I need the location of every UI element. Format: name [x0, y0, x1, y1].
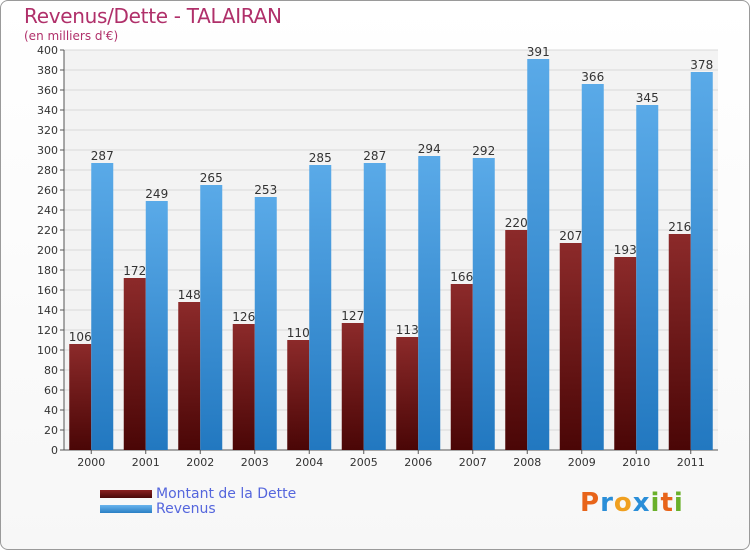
bar-revenus: [254, 197, 277, 450]
bar-dette: [341, 323, 364, 450]
x-tick-label: 2004: [295, 456, 323, 469]
x-tick-label: 2009: [568, 456, 596, 469]
x-tick-label: 2005: [350, 456, 378, 469]
data-label-dette: 207: [559, 229, 582, 243]
chart-title: Revenus/Dette - TALAIRAN: [24, 4, 282, 28]
y-tick-label: 320: [37, 124, 58, 137]
logo-letter: P: [580, 488, 601, 518]
y-tick-label: 360: [37, 84, 58, 97]
bar-revenus: [690, 72, 713, 450]
bar-dette: [668, 234, 691, 450]
data-label-revenus: 378: [690, 58, 713, 72]
y-tick-label: 60: [44, 384, 58, 397]
y-tick-label: 180: [37, 264, 58, 277]
data-label-dette: 220: [505, 216, 528, 230]
y-tick-label: 340: [37, 104, 58, 117]
y-tick-label: 380: [37, 64, 58, 77]
logo-letter: i: [673, 488, 684, 518]
data-label-dette: 148: [178, 288, 201, 302]
data-label-revenus: 366: [581, 70, 604, 84]
data-label-revenus: 287: [363, 149, 386, 163]
y-tick-label: 100: [37, 344, 58, 357]
x-tick-label: 2001: [132, 456, 160, 469]
data-label-dette: 106: [69, 330, 92, 344]
y-tick-label: 280: [37, 164, 58, 177]
bar-dette: [287, 340, 310, 450]
bar-revenus: [200, 185, 223, 450]
y-tick-label: 20: [44, 424, 58, 437]
y-tick-label: 220: [37, 224, 58, 237]
bar-revenus: [636, 105, 659, 450]
bar-revenus: [418, 156, 441, 450]
logo-letter: t: [660, 488, 674, 518]
data-label-revenus: 345: [636, 91, 659, 105]
bar-revenus: [363, 163, 386, 450]
logo-letter: r: [600, 488, 614, 518]
bar-dette: [123, 278, 146, 450]
data-label-revenus: 391: [527, 45, 550, 59]
data-label-dette: 172: [123, 264, 146, 278]
bar-revenus: [527, 59, 550, 450]
data-label-dette: 166: [450, 270, 473, 284]
x-tick-label: 2000: [77, 456, 105, 469]
bar-dette: [450, 284, 473, 450]
bar-revenus: [309, 165, 332, 450]
bar-revenus: [472, 158, 495, 450]
legend-item-dette: Montant de la Dette: [100, 485, 297, 502]
chart-subtitle: (en milliers d'€): [24, 29, 119, 43]
x-tick-label: 2002: [186, 456, 214, 469]
y-tick-label: 140: [37, 304, 58, 317]
data-label-revenus: 265: [200, 171, 223, 185]
y-tick-label: 80: [44, 364, 58, 377]
y-tick-label: 160: [37, 284, 58, 297]
y-tick-label: 200: [37, 244, 58, 257]
x-tick-label: 2003: [241, 456, 269, 469]
bar-dette: [232, 324, 255, 450]
data-label-revenus: 285: [309, 151, 332, 165]
data-label-dette: 110: [287, 326, 310, 340]
bar-revenus: [91, 163, 114, 450]
bar-dette: [178, 302, 201, 450]
data-label-dette: 127: [341, 309, 364, 323]
x-tick-label: 2010: [622, 456, 650, 469]
y-tick-label: 0: [51, 444, 58, 457]
x-tick-label: 2007: [459, 456, 487, 469]
logo-letter: x: [632, 488, 651, 518]
data-label-revenus: 249: [145, 187, 168, 201]
data-label-revenus: 294: [418, 142, 441, 156]
data-label-revenus: 253: [254, 183, 277, 197]
data-label-dette: 193: [614, 243, 637, 257]
proxiti-logo: Proxiti: [580, 488, 684, 518]
logo-letter: i: [650, 488, 661, 518]
legend-swatch-revenus: [100, 504, 152, 513]
bar-dette: [69, 344, 92, 450]
x-tick-label: 2008: [513, 456, 541, 469]
legend-label-revenus: Revenus: [156, 500, 216, 517]
data-label-revenus: 287: [91, 149, 114, 163]
bar-dette: [559, 243, 582, 450]
legend-swatch-dette: [100, 489, 152, 498]
y-tick-label: 260: [37, 184, 58, 197]
bar-dette: [505, 230, 528, 450]
legend: Montant de la Dette Revenus: [100, 485, 297, 517]
bar-dette: [396, 337, 419, 450]
bar-revenus: [581, 84, 604, 450]
data-label-dette: 126: [232, 310, 255, 324]
y-tick-label: 120: [37, 324, 58, 337]
data-label-dette: 216: [668, 220, 691, 234]
legend-item-revenus: Revenus: [100, 500, 296, 517]
data-label-revenus: 292: [472, 144, 495, 158]
x-tick-label: 2011: [677, 456, 705, 469]
legend-label-dette: Montant de la Dette: [156, 485, 297, 502]
y-tick-label: 300: [37, 144, 58, 157]
logo-letter: o: [613, 488, 633, 518]
x-tick-label: 2006: [404, 456, 432, 469]
data-label-dette: 113: [396, 323, 419, 337]
y-tick-label: 40: [44, 404, 58, 417]
bar-dette: [614, 257, 637, 450]
y-tick-label: 240: [37, 204, 58, 217]
y-tick-label: 400: [37, 44, 58, 57]
bar-revenus: [145, 201, 168, 450]
